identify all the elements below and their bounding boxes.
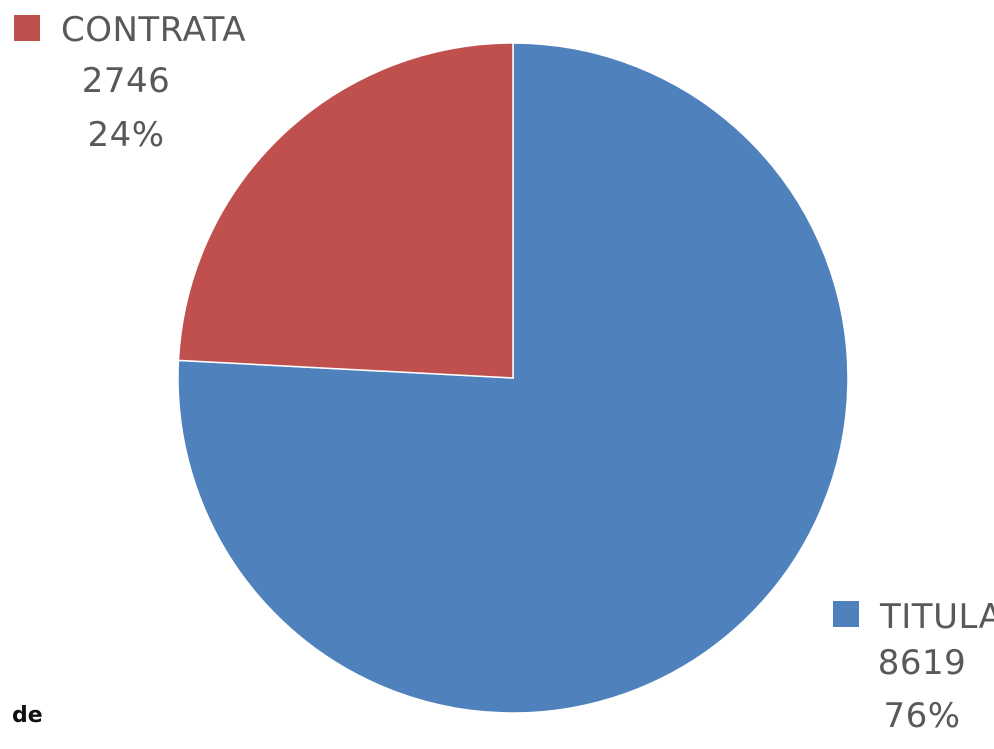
- slice-label-name-titular: TITULAR: [879, 597, 994, 637]
- slice-label-value-titular: 8619: [878, 643, 967, 683]
- pie-slices: [177, 42, 849, 714]
- slice-label-value-contrata: 2746: [82, 61, 171, 101]
- legend-swatch-contrata: [14, 15, 40, 41]
- legend-swatch-titular: [833, 601, 859, 627]
- footer-text-fragment: de: [12, 703, 43, 728]
- pie-labels: TITULAR 8619 76% CONTRATA 2746 24%: [14, 10, 994, 736]
- slice-label-percent-contrata: 24%: [87, 115, 164, 155]
- slice-label-percent-titular: 76%: [883, 696, 960, 736]
- pie-slice-titular: [177, 42, 849, 714]
- pie-slice-contrata: [177, 42, 514, 379]
- slice-label-name-contrata: CONTRATA: [61, 10, 246, 50]
